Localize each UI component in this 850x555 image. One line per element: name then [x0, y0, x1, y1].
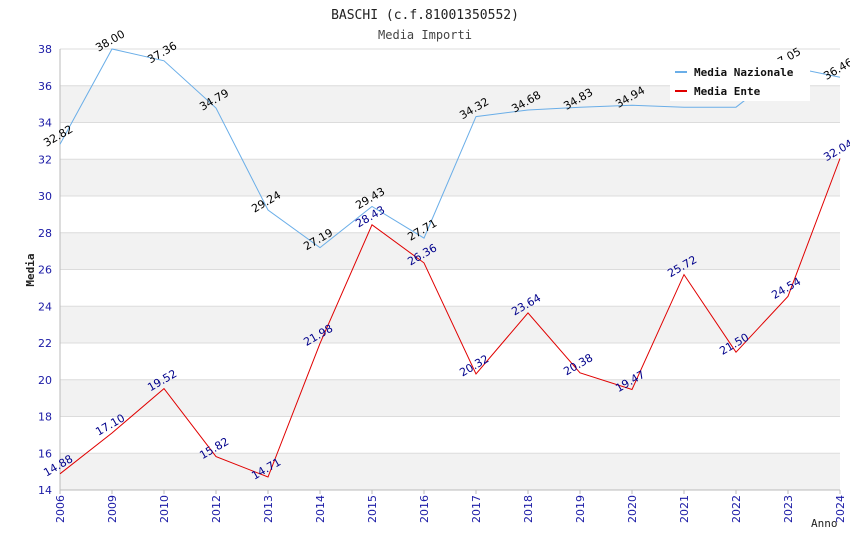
y-tick-label: 30 [38, 190, 52, 203]
legend-label-media-ente: Media Ente [694, 85, 761, 98]
x-tick-label: 2024 [834, 495, 847, 523]
grid-band [60, 416, 840, 454]
y-tick-label: 22 [38, 337, 52, 350]
x-tick-label: 2019 [574, 495, 587, 523]
y-tick-label: 28 [38, 227, 52, 240]
x-tick-label: 2014 [314, 495, 327, 523]
legend-box [670, 60, 810, 101]
y-tick-label: 16 [38, 447, 52, 460]
x-tick-label: 2023 [782, 495, 795, 523]
grid-band [60, 269, 840, 307]
y-tick-label: 36 [38, 80, 52, 93]
y-tick-label: 34 [38, 117, 52, 130]
grid-band [60, 343, 840, 380]
x-tick-label: 2020 [626, 495, 639, 523]
x-tick-label: 2006 [54, 495, 67, 523]
y-tick-label: 18 [38, 411, 52, 424]
y-tick-label: 14 [38, 484, 52, 497]
chart-title: BASCHI (c.f.81001350552) [331, 8, 519, 23]
legend: Media Nazionale Media Ente [670, 60, 810, 101]
grid-band [60, 196, 840, 233]
x-tick-label: 2021 [678, 495, 691, 523]
x-tick-label: 2015 [366, 495, 379, 523]
series-line-media-ente [59, 158, 841, 478]
y-tick-label: 24 [38, 300, 52, 313]
grid-band [60, 379, 840, 417]
grid-band [60, 306, 840, 343]
grid-band [60, 453, 840, 490]
x-tick-label: 2013 [262, 495, 275, 523]
y-axis-label: Media [24, 253, 37, 286]
x-tick-label: 2018 [522, 495, 535, 523]
x-axis-label: Anno [811, 517, 838, 530]
y-tick-label: 38 [38, 43, 52, 56]
chart-subtitle: Media Importi [378, 28, 472, 42]
x-tick-label: 2012 [210, 495, 223, 523]
x-tick-label: 2022 [730, 495, 743, 523]
y-tick-label: 32 [38, 153, 52, 166]
legend-label-media-nazionale: Media Nazionale [694, 66, 794, 79]
x-tick-label: 2009 [106, 495, 119, 523]
x-tick-label: 2016 [418, 495, 431, 523]
x-tick-label: 2017 [470, 495, 483, 523]
grid-band [60, 122, 840, 160]
grid-band [60, 232, 840, 270]
y-tick-label: 20 [38, 374, 52, 387]
x-tick-label: 2010 [158, 495, 171, 523]
y-tick-label: 26 [38, 264, 52, 277]
series-line-media-nazionale [59, 48, 841, 249]
